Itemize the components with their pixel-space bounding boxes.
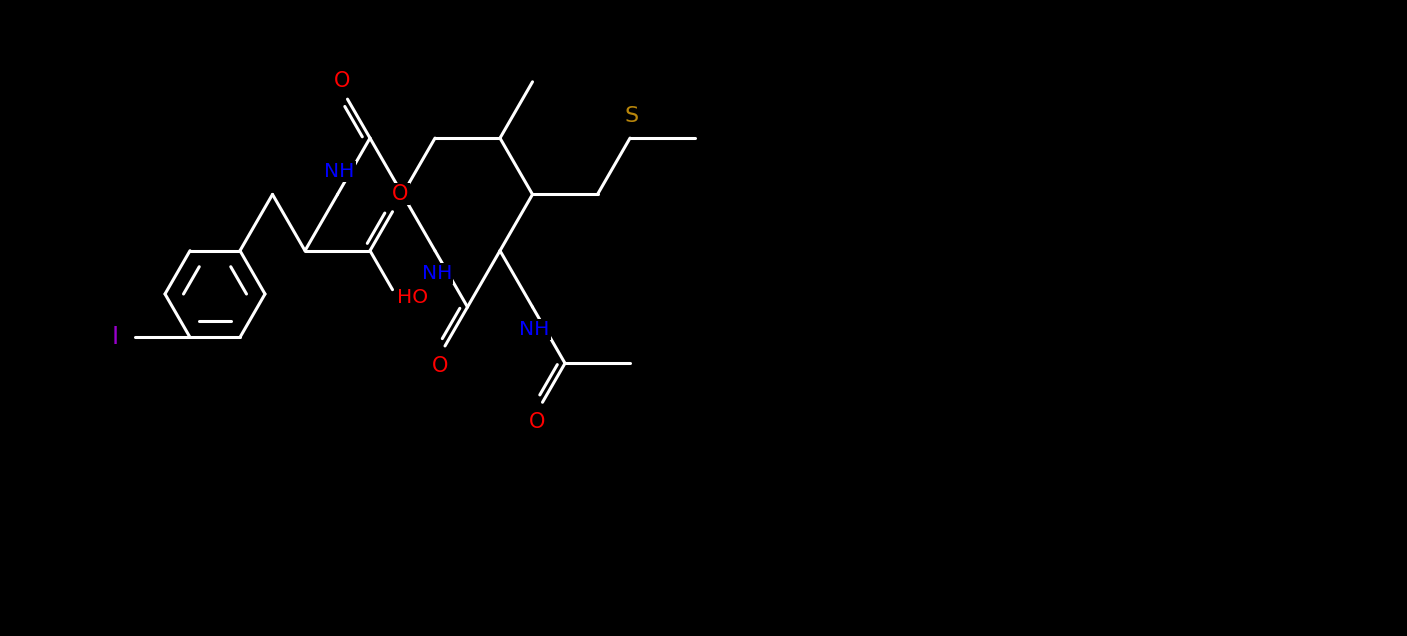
Text: NH: NH bbox=[422, 264, 452, 283]
Text: O: O bbox=[393, 184, 408, 204]
Text: O: O bbox=[432, 356, 449, 376]
Text: NH: NH bbox=[519, 321, 550, 340]
Text: NH: NH bbox=[324, 162, 355, 181]
Text: O: O bbox=[335, 71, 350, 91]
Text: S: S bbox=[625, 106, 639, 126]
Text: O: O bbox=[529, 412, 546, 432]
Text: HO: HO bbox=[397, 288, 428, 307]
Text: I: I bbox=[111, 325, 118, 349]
